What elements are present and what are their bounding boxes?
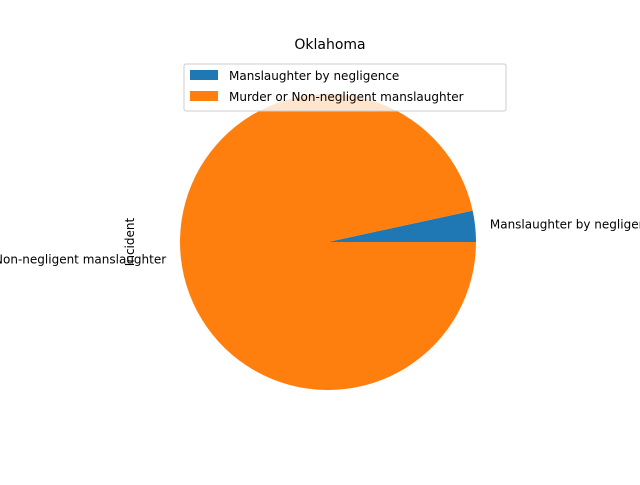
legend-swatch-0 bbox=[190, 70, 218, 80]
pie-slice-labels: Manslaughter by negligence Murder or Non-… bbox=[0, 218, 640, 267]
legend-label-0: Manslaughter by negligence bbox=[229, 69, 399, 83]
pie-slices bbox=[179, 94, 476, 391]
pie-slice-0 bbox=[328, 210, 476, 242]
y-axis-label: Incident bbox=[123, 218, 137, 267]
slice-label-0: Manslaughter by negligence bbox=[490, 218, 640, 232]
legend-swatch-1 bbox=[190, 91, 218, 101]
slice-label-1: Murder or Non-negligent manslaughter bbox=[0, 252, 166, 266]
pie-slice-1 bbox=[179, 94, 476, 391]
legend: Manslaughter by negligence Murder or Non-… bbox=[183, 63, 507, 112]
legend-items: Manslaughter by negligence Murder or Non-… bbox=[190, 69, 464, 104]
legend-frame bbox=[183, 63, 507, 112]
chart-title: Oklahoma bbox=[294, 37, 365, 53]
legend-label-1: Murder or Non-negligent manslaughter bbox=[229, 90, 464, 104]
